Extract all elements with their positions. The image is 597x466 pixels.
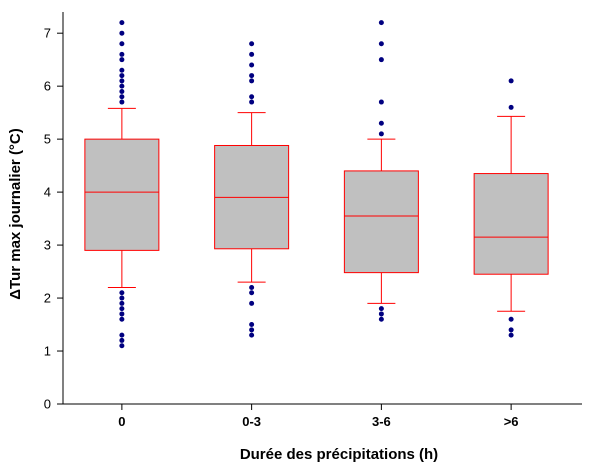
outlier-point <box>249 284 255 290</box>
box-iqr <box>473 173 549 275</box>
outlier-point <box>378 131 384 137</box>
outlier-point <box>508 332 514 338</box>
outlier-point <box>249 41 255 47</box>
outlier-point <box>119 30 125 36</box>
outlier-point <box>249 322 255 328</box>
outlier-point <box>119 20 125 26</box>
x-axis-title: Durée des précipitations (h) <box>240 446 438 463</box>
outlier-point <box>119 41 125 47</box>
y-tick-label: 5 <box>44 132 51 147</box>
outlier-point <box>119 88 125 94</box>
y-tick-label: 6 <box>44 79 51 94</box>
outlier-point <box>119 290 125 296</box>
outlier-point <box>119 306 125 312</box>
plot-area: 0 1 2 3 4 5 6 7 0 0-3 3-6 >6 <box>44 12 582 429</box>
outlier-point <box>378 316 384 322</box>
outlier-point <box>119 337 125 343</box>
outlier-point <box>508 316 514 322</box>
outlier-point <box>249 327 255 333</box>
outlier-point <box>249 94 255 100</box>
x-tick-label: 3-6 <box>372 414 391 429</box>
y-tick-label: 3 <box>44 238 51 253</box>
outlier-point <box>119 51 125 57</box>
outlier-point <box>119 94 125 100</box>
y-axis-title: ΔTur max journalier (°C) <box>7 128 24 300</box>
outlier-point <box>508 78 514 84</box>
outlier-point <box>119 57 125 63</box>
x-tick-label: 0-3 <box>242 414 261 429</box>
outlier-point <box>249 51 255 57</box>
outlier-point <box>249 62 255 68</box>
box-iqr <box>343 170 419 274</box>
outlier-point <box>119 83 125 89</box>
outlier-point <box>378 57 384 63</box>
outlier-point <box>119 332 125 338</box>
outlier-point <box>378 311 384 317</box>
outlier-point <box>508 327 514 333</box>
outlier-point <box>249 300 255 306</box>
outlier-point <box>119 316 125 322</box>
outlier-point <box>119 73 125 79</box>
outlier-point <box>378 306 384 312</box>
outlier-point <box>249 290 255 296</box>
outlier-point <box>378 99 384 105</box>
y-tick-label: 1 <box>44 344 51 359</box>
y-tick-label: 0 <box>44 397 51 412</box>
outlier-point <box>119 78 125 84</box>
outlier-point <box>378 20 384 26</box>
outlier-point <box>119 99 125 105</box>
outlier-point <box>119 311 125 317</box>
outlier-point <box>508 104 514 110</box>
outlier-point <box>249 99 255 105</box>
x-tick-label: >6 <box>504 414 519 429</box>
outlier-point <box>378 120 384 126</box>
outlier-point <box>378 41 384 47</box>
outlier-point <box>119 300 125 306</box>
y-tick-label: 7 <box>44 26 51 41</box>
outlier-point <box>249 78 255 84</box>
outlier-point <box>119 343 125 349</box>
y-tick-label: 4 <box>44 185 51 200</box>
outlier-point <box>249 73 255 79</box>
x-tick-label: 0 <box>118 414 125 429</box>
y-tick-label: 2 <box>44 291 51 306</box>
outlier-point <box>119 67 125 73</box>
box-iqr <box>84 138 160 251</box>
outlier-point <box>119 295 125 301</box>
outlier-point <box>249 332 255 338</box>
